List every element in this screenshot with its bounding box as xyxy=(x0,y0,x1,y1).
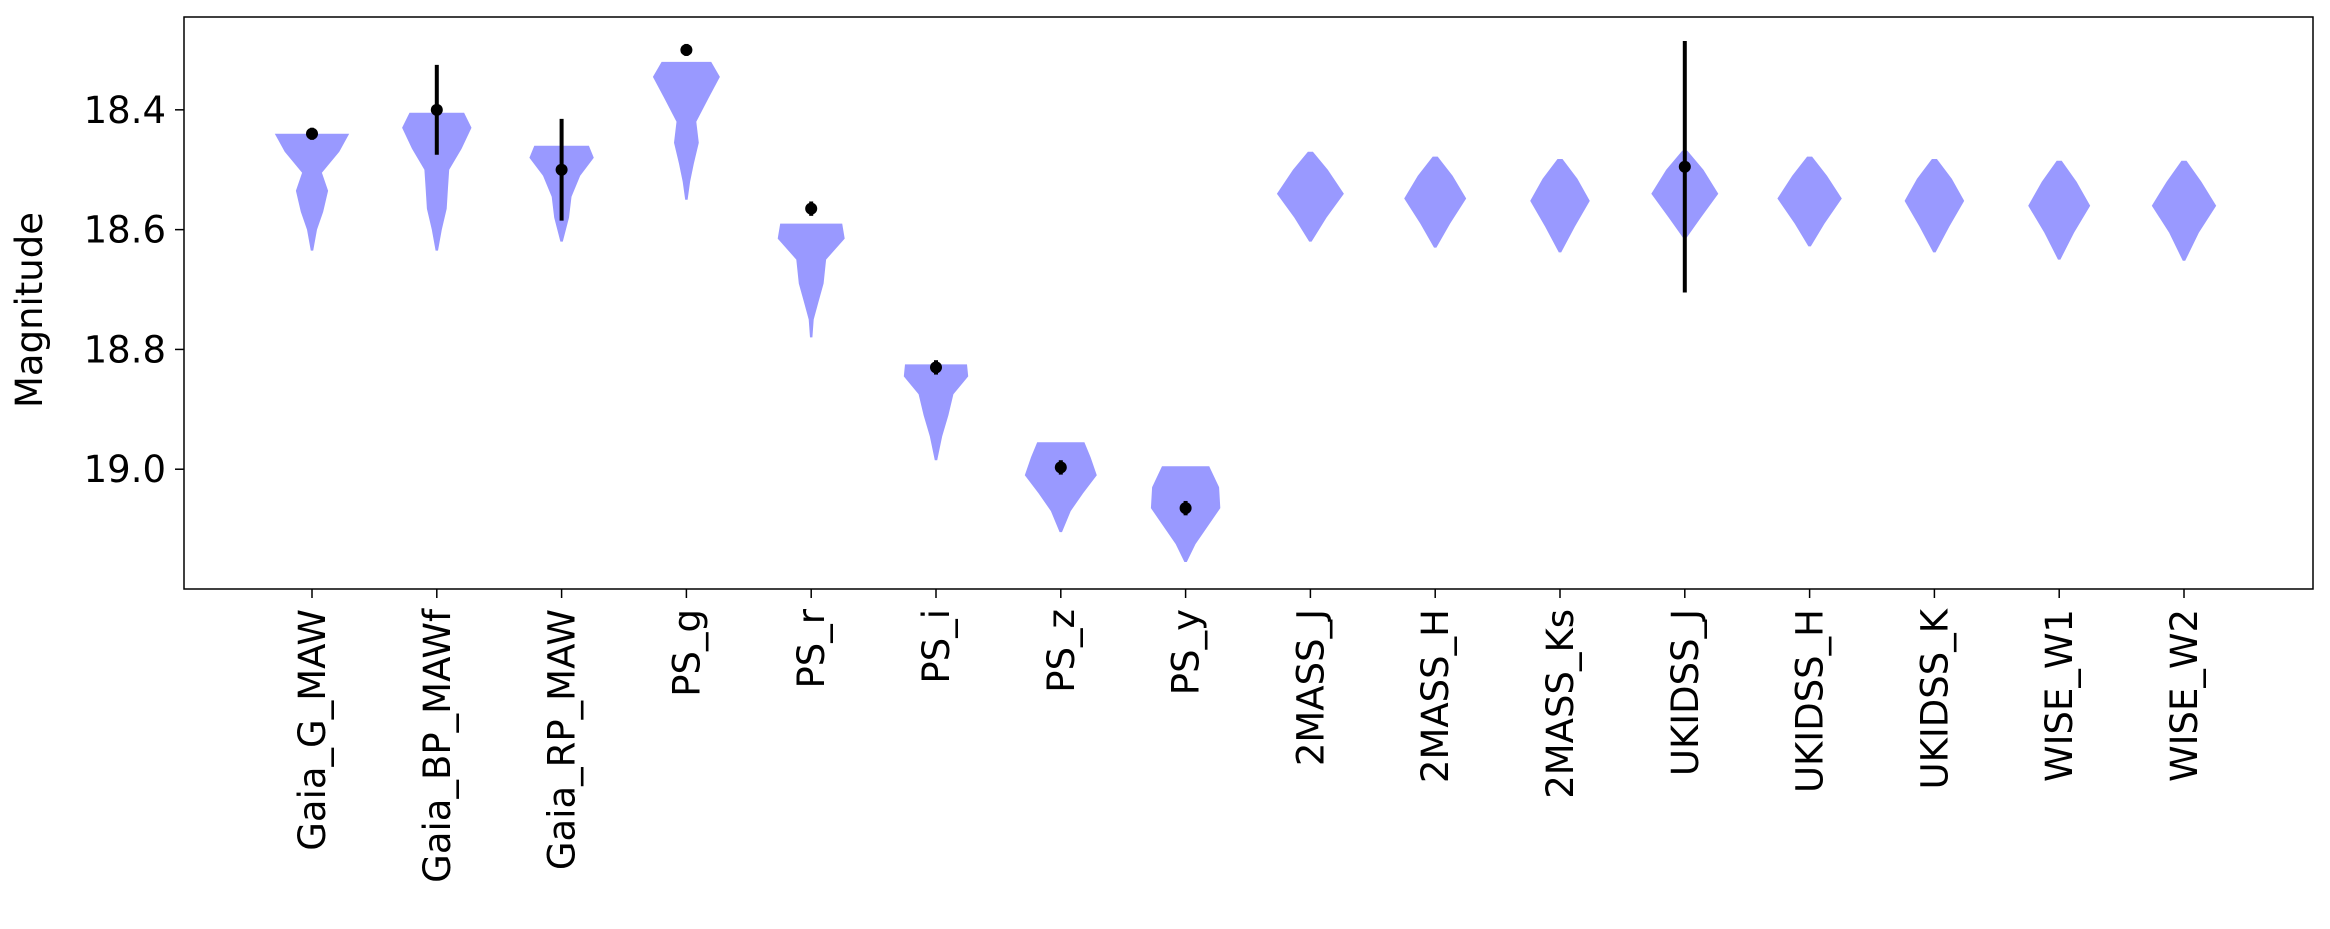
x-axis: Gaia_G_MAW Gaia_BP_MAWf Gaia_RP_MAW PS_g PS_… xyxy=(291,589,2206,883)
violin-2MASS_J xyxy=(1276,151,1344,242)
observation-markers-layer xyxy=(306,40,1691,516)
observation-point-PS_i xyxy=(930,361,942,374)
x-tick-label-UKIDSS_K: UKIDSS_K xyxy=(1913,607,1956,789)
violin-PS_g xyxy=(652,61,720,200)
y-tick-label: 18.4 xyxy=(84,89,166,132)
violin-WISE_W2 xyxy=(2151,160,2217,261)
x-tick-label-UKIDSS_J: UKIDSS_J xyxy=(1664,609,1707,776)
x-tick-label-PS_g: PS_g xyxy=(665,609,708,697)
x-tick-label-PS_y: PS_y xyxy=(1165,609,1208,695)
violins-layer xyxy=(274,61,2217,562)
observation-point-PS_y xyxy=(1179,502,1192,515)
violin-UKIDSS_K xyxy=(1904,159,1965,253)
x-tick-label-PS_z: PS_z xyxy=(1040,609,1083,693)
x-tick-label-2MASS_Ks: 2MASS_Ks xyxy=(1539,609,1582,799)
violin-2MASS_Ks xyxy=(1530,159,1590,253)
x-tick-label-PS_i: PS_i xyxy=(915,609,958,684)
observation-point-Gaia_BP_MAWf xyxy=(430,103,443,116)
violin-PS_z xyxy=(1024,442,1097,533)
violin-WISE_W1 xyxy=(2028,160,2091,260)
violin-Gaia_G_MAW xyxy=(274,133,350,251)
observation-point-PS_g xyxy=(680,43,693,56)
x-tick-label-UKIDSS_H: UKIDSS_H xyxy=(1789,609,1832,793)
violin-2MASS_H xyxy=(1404,156,1467,248)
violin-PS_i xyxy=(903,364,969,461)
x-tick-label-PS_r: PS_r xyxy=(790,608,833,688)
y-tick-label: 18.6 xyxy=(84,209,166,252)
observation-point-UKIDSS_J xyxy=(1678,160,1691,173)
plot-area-frame xyxy=(183,16,2314,590)
x-tick-label-Gaia_BP_MAWf: Gaia_BP_MAWf xyxy=(416,608,459,883)
violin-Gaia_BP_MAWf xyxy=(402,112,472,251)
x-tick-label-Gaia_RP_MAW: Gaia_RP_MAW xyxy=(541,609,584,870)
y-axis: 18.4 18.6 18.8 19.0 xyxy=(84,89,184,491)
observation-point-Gaia_RP_MAW xyxy=(555,163,568,176)
observation-point-PS_z xyxy=(1054,461,1067,474)
x-tick-label-2MASS_J: 2MASS_J xyxy=(1289,609,1332,766)
x-tick-label-WISE_W2: WISE_W2 xyxy=(2163,609,2206,782)
y-tick-label: 19.0 xyxy=(84,448,166,491)
violin-UKIDSS_H xyxy=(1777,156,1842,247)
x-tick-label-2MASS_H: 2MASS_H xyxy=(1414,609,1457,783)
observation-point-PS_r xyxy=(805,202,818,215)
y-tick-label: 18.8 xyxy=(84,328,166,371)
x-tick-label-WISE_W1: WISE_W1 xyxy=(2038,609,2081,782)
x-tick-label-Gaia_G_MAW: Gaia_G_MAW xyxy=(291,609,334,851)
observation-point-Gaia_G_MAW xyxy=(306,127,318,140)
violin-PS_r xyxy=(777,223,845,338)
y-axis-title: Magnitude xyxy=(8,212,51,408)
